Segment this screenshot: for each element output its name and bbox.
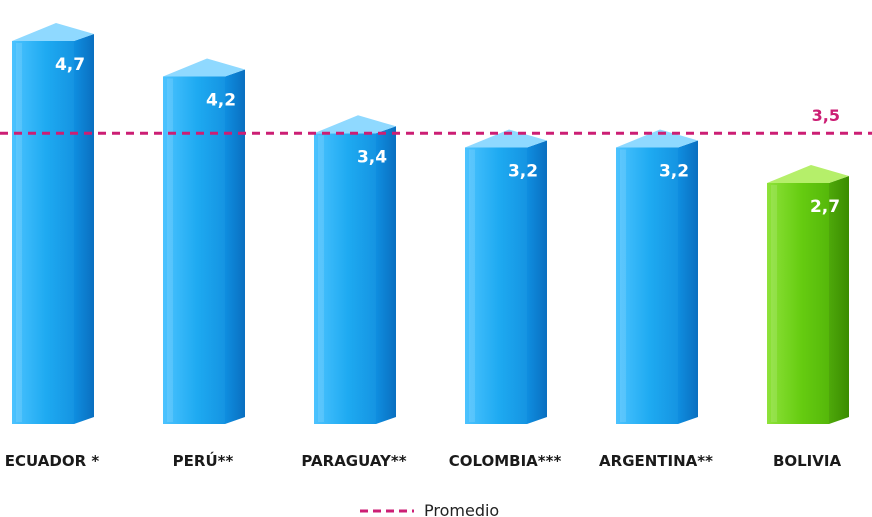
- value-label: 4,7: [55, 55, 85, 75]
- bar-front-face: [314, 133, 376, 425]
- bar-top-face: [163, 58, 245, 77]
- value-label: 4,2: [206, 91, 236, 111]
- legend: Promedio: [360, 501, 499, 517]
- bar-front-face: [616, 147, 678, 424]
- bar-top-face: [465, 129, 547, 148]
- bar-4: [465, 129, 547, 424]
- category-label: COLOMBIA***: [449, 452, 562, 470]
- value-label: 3,2: [659, 162, 689, 182]
- bar-top-face: [314, 115, 396, 134]
- bar-top-face: [12, 23, 94, 41]
- bar-5: [616, 129, 698, 424]
- bar-side-face: [527, 140, 547, 424]
- bar-shine: [469, 149, 475, 422]
- bar-front-face: [465, 147, 527, 424]
- category-label: ARGENTINA**: [599, 452, 713, 470]
- bar-6: [767, 165, 849, 424]
- bar-side-face: [74, 34, 94, 424]
- bar-shine: [16, 43, 22, 422]
- average-value-label: 3,5: [812, 106, 840, 125]
- category-label: ECUADOR *: [5, 452, 100, 470]
- bar-1: [12, 23, 94, 424]
- category-label: BOLIVIA: [773, 452, 842, 470]
- bar-shine: [620, 149, 626, 422]
- bar-shine: [167, 78, 173, 422]
- bar-side-face: [678, 140, 698, 424]
- bar-3: [314, 115, 396, 425]
- average-layer: 3,5: [0, 106, 872, 135]
- labels-layer: 4,7 ECUADOR * 4,2 PERÚ** 3,4 PARAGUAY** 3,2 COL…: [5, 55, 842, 470]
- bar-side-face: [376, 126, 396, 425]
- category-label: PARAGUAY**: [301, 452, 406, 470]
- value-label: 3,4: [357, 147, 387, 167]
- bar-top-face: [767, 165, 849, 183]
- bar-side-face: [225, 69, 245, 424]
- bar-top-face: [616, 129, 698, 148]
- category-label: PERÚ**: [173, 451, 234, 470]
- bar-2: [163, 58, 245, 424]
- legend-label: Promedio: [424, 501, 499, 517]
- bar-front-face: [767, 183, 829, 424]
- value-label: 2,7: [810, 197, 840, 217]
- bar-shine: [318, 135, 324, 423]
- bar-shine: [771, 185, 777, 422]
- value-label: 3,2: [508, 162, 538, 182]
- bar-side-face: [829, 176, 849, 424]
- bar-front-face: [12, 41, 74, 424]
- bars-layer: [12, 23, 849, 425]
